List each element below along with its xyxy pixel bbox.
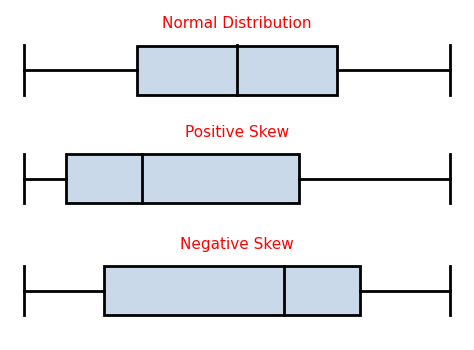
FancyBboxPatch shape [104, 266, 360, 315]
Text: Positive Skew: Positive Skew [185, 125, 289, 140]
FancyBboxPatch shape [66, 154, 299, 203]
FancyBboxPatch shape [137, 46, 337, 94]
Text: Normal Distribution: Normal Distribution [162, 16, 312, 32]
Text: Negative Skew: Negative Skew [180, 237, 294, 252]
